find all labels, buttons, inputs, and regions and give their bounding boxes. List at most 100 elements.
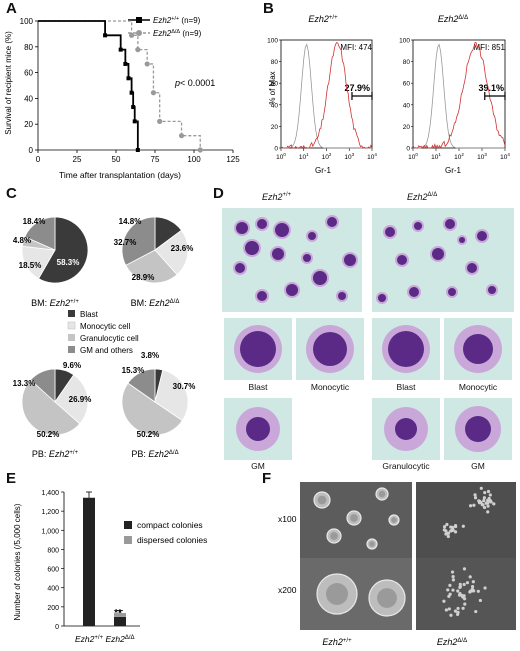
data-point-wt bbox=[132, 119, 137, 124]
closeup-blast-ko-cell-nucleus bbox=[388, 331, 424, 367]
cell-ko-2-nucleus bbox=[445, 219, 455, 229]
closeup-monocytic-ko-cell-nucleus bbox=[463, 334, 493, 364]
panel-label-c: C bbox=[6, 185, 17, 202]
y-tick-label: 1,400 bbox=[41, 490, 59, 497]
x-tick-label: 101 bbox=[299, 152, 309, 161]
pie-slice bbox=[154, 229, 189, 276]
bar-dispersed bbox=[114, 613, 126, 617]
y-tick-label: 80 bbox=[271, 59, 279, 66]
dispersed-cell-ko-x200 bbox=[458, 585, 462, 589]
dispersed-cell-ko-x100 bbox=[492, 502, 496, 506]
dispersed-cell-ko-x200 bbox=[444, 608, 448, 612]
colony-wt-x100-0-core bbox=[317, 495, 327, 505]
dispersed-cell-ko-x200 bbox=[456, 610, 460, 615]
dispersed-cell-ko-x100 bbox=[461, 524, 465, 528]
pie-percent-label: 58.3% bbox=[57, 258, 80, 267]
micrograph-label-wt: Ezh2+/+ bbox=[322, 637, 352, 647]
legend-swatch-blast bbox=[68, 310, 75, 317]
pie-percent-label: 9.6% bbox=[63, 361, 81, 370]
x-tick-label: 103 bbox=[344, 152, 354, 161]
pie-slice bbox=[127, 368, 156, 403]
y-tick-label: 40 bbox=[271, 102, 279, 109]
colony-x-label-ko: Ezh2Δ/Δ bbox=[105, 634, 134, 644]
cell-ko-8-nucleus bbox=[409, 287, 419, 297]
dispersed-cell-ko-x200 bbox=[448, 583, 452, 587]
cell-ko-10-nucleus bbox=[378, 294, 386, 302]
data-point-ko bbox=[129, 32, 135, 38]
flow-gate-pct-ko: 39.1% bbox=[478, 83, 504, 93]
flow-mfi-wt: MFI: 474 bbox=[340, 43, 372, 52]
y-tick-label: 400 bbox=[47, 586, 59, 593]
x-tick-label: 101 bbox=[431, 152, 441, 161]
data-point-ko bbox=[150, 90, 157, 96]
legend-swatch-dispersed bbox=[124, 536, 132, 544]
y-tick-label: 60 bbox=[271, 81, 279, 88]
pie-caption-bm-wt: BM: Ezh2+/+ bbox=[31, 298, 79, 308]
pie-slice bbox=[154, 369, 189, 422]
pie-percent-label: 30.7% bbox=[173, 382, 196, 391]
x-tick-label: 75 bbox=[151, 155, 160, 164]
data-point-ko bbox=[157, 118, 163, 124]
stained-curve bbox=[412, 41, 506, 150]
dispersed-cell-ko-x100 bbox=[482, 499, 486, 503]
cell-ko-4-nucleus bbox=[397, 255, 407, 265]
cell-ko-5-nucleus bbox=[432, 248, 444, 260]
cell-wt-9-nucleus bbox=[313, 271, 327, 285]
dispersed-cell-ko-x100 bbox=[488, 493, 492, 497]
y-tick-label: 100 bbox=[20, 17, 34, 26]
flow-gate-pct-wt: 27.9% bbox=[344, 83, 370, 93]
survival-chart: Survival of recipient mice (%) Time afte… bbox=[4, 16, 240, 180]
colony-wt-x100-2-core bbox=[378, 490, 386, 498]
dispersed-cell-ko-x100 bbox=[479, 486, 483, 490]
dispersed-cell-ko-x100 bbox=[486, 504, 490, 508]
colony-x-label-wt: Ezh2+/+ bbox=[75, 634, 104, 644]
y-tick-label: 200 bbox=[47, 605, 59, 612]
data-point-ko bbox=[144, 61, 150, 67]
dispersed-cell-ko-x100 bbox=[451, 528, 455, 532]
pie-percent-label: 4.8% bbox=[13, 236, 31, 245]
dispersed-cell-ko-x200 bbox=[457, 593, 462, 597]
dispersed-cell-ko-x200 bbox=[451, 578, 455, 582]
pie-caption-bm-ko: BM: Ezh2Δ/Δ bbox=[131, 298, 180, 308]
cell-ko-9-nucleus bbox=[448, 288, 456, 296]
pie-percent-label: 26.9% bbox=[69, 395, 92, 404]
dispersed-cell-ko-x200 bbox=[465, 581, 470, 585]
dispersed-cell-ko-x200 bbox=[456, 589, 460, 593]
dispersed-cell-ko-x100 bbox=[487, 496, 491, 501]
closeup-gm-ko-cell-nucleus bbox=[465, 416, 491, 442]
cell-wt-7-nucleus bbox=[327, 217, 337, 227]
y-tick-label: 100 bbox=[399, 38, 410, 45]
legend-granulocytic: Granulocytic cell bbox=[80, 334, 139, 343]
y-tick-label: 60 bbox=[403, 81, 411, 88]
colony-wt-x100-5-core bbox=[391, 517, 397, 523]
dispersed-cell-ko-x200 bbox=[476, 589, 480, 593]
cell-wt-12-nucleus bbox=[338, 292, 346, 300]
cell-ko-11-nucleus bbox=[459, 237, 465, 243]
cell-ko-1-nucleus bbox=[414, 222, 422, 230]
data-point-wt bbox=[126, 76, 131, 81]
x-tick-label: 0 bbox=[36, 155, 41, 164]
x-tick-label: 25 bbox=[73, 155, 82, 164]
legend-gm: GM and others bbox=[80, 346, 133, 355]
colony-bar-chart: Number of colonies (/5,000 cells) compac… bbox=[13, 490, 207, 644]
pie-caption-pb-wt: PB: Ezh2+/+ bbox=[32, 449, 79, 459]
dispersed-cell-ko-x100 bbox=[477, 499, 481, 503]
y-tick-label: 20 bbox=[271, 124, 279, 131]
pie-percent-label: 50.2% bbox=[137, 430, 160, 439]
micrograph-ko-x100 bbox=[416, 482, 516, 558]
dispersed-cell-ko-x100 bbox=[453, 524, 458, 529]
pie-slice bbox=[121, 216, 156, 266]
y-tick-label: 600 bbox=[47, 567, 59, 574]
cytology-header-ko: Ezh2Δ/Δ bbox=[407, 192, 438, 202]
dispersed-cell-ko-x100 bbox=[486, 489, 491, 494]
x-tick-label: 104 bbox=[367, 152, 377, 161]
colony-wt-x100-4-core bbox=[369, 541, 375, 547]
cell-wt-4-nucleus bbox=[272, 248, 284, 260]
cell-ko-0-nucleus bbox=[385, 227, 395, 237]
y-tick-label: 0 bbox=[406, 146, 410, 153]
legend-marker-wt bbox=[136, 17, 142, 23]
survival-y-axis-label: Survival of recipient mice (%) bbox=[4, 31, 13, 135]
pie-slice bbox=[125, 249, 178, 284]
cytology-headers: Ezh2+/+ Ezh2Δ/Δ bbox=[222, 192, 514, 208]
colony-wt-x200-1-core bbox=[377, 588, 397, 608]
